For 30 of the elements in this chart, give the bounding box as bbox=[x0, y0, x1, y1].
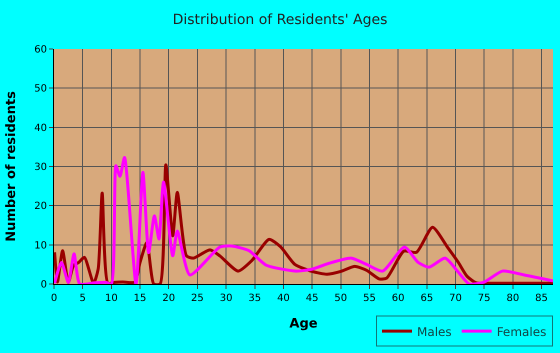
x-tick-label: 65 bbox=[420, 293, 434, 304]
legend-label: Females bbox=[496, 324, 546, 339]
y-tick-label: 10 bbox=[34, 240, 47, 252]
y-tick-label: 60 bbox=[34, 44, 47, 56]
legend-label: Males bbox=[417, 324, 452, 339]
x-tick-label: 75 bbox=[478, 293, 491, 304]
x-tick-label: 45 bbox=[306, 293, 318, 304]
x-tick-label: 40 bbox=[277, 293, 290, 304]
chart-title: Distribution of Residents' Ages bbox=[172, 12, 388, 28]
y-tick-label: 20 bbox=[34, 201, 47, 212]
x-tick-label: 10 bbox=[104, 293, 118, 304]
x-axis-title: Age bbox=[289, 316, 318, 332]
x-tick-label: 70 bbox=[449, 293, 462, 304]
x-tick-label: 30 bbox=[220, 293, 232, 304]
x-tick-label: 50 bbox=[334, 293, 348, 304]
y-tick-label: 30 bbox=[34, 162, 47, 173]
x-tick-label: 60 bbox=[392, 293, 405, 304]
y-axis-title: Number of residents bbox=[4, 90, 20, 242]
x-tick-label: 35 bbox=[248, 293, 262, 304]
x-tick-label: 20 bbox=[162, 293, 176, 304]
x-tick-label: 80 bbox=[506, 293, 520, 304]
y-tick-label: 40 bbox=[34, 122, 47, 134]
y-tick-label: 50 bbox=[34, 84, 47, 95]
y-tick-label: 0 bbox=[40, 280, 47, 290]
x-tick-label: 55 bbox=[363, 293, 376, 304]
x-tick-label: 85 bbox=[535, 293, 548, 304]
x-tick-label: 5 bbox=[79, 293, 86, 304]
x-tick-label: 25 bbox=[191, 293, 204, 304]
x-tick-label: 0 bbox=[50, 293, 58, 304]
x-tick-label: 15 bbox=[134, 293, 146, 304]
